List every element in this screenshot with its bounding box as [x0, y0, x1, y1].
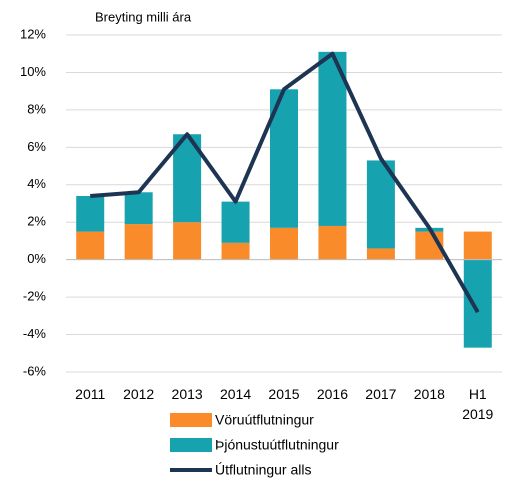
y-tick-label: 4%	[27, 176, 46, 191]
y-tick-label: 12%	[20, 26, 46, 41]
y-tick-label: -6%	[23, 363, 47, 378]
y-tick-label: 8%	[27, 101, 46, 116]
y-tick-label: 0%	[27, 251, 46, 266]
bar	[124, 192, 153, 225]
legend-swatch	[170, 438, 212, 452]
y-tick-label: 2%	[27, 214, 46, 229]
bar	[173, 222, 202, 260]
x-tick-label: 2014	[219, 386, 252, 402]
legend-swatch	[170, 413, 212, 427]
bar	[124, 224, 153, 260]
x-tick-label: 2018	[413, 386, 445, 402]
bar	[76, 196, 105, 232]
x-tick-label: 2011	[75, 386, 106, 402]
x-tick-label: 2015	[268, 386, 300, 402]
x-tick-label: 2013	[171, 386, 203, 402]
bar	[463, 231, 492, 260]
bar	[463, 259, 492, 348]
bar	[76, 231, 105, 260]
bar	[221, 242, 250, 260]
axis-label: Breyting milli ára	[95, 9, 192, 24]
legend-label: Vöruútflutningur	[215, 412, 314, 428]
x-tick-label: 2016	[316, 386, 349, 402]
legend-label: Þjónustuútflutningur	[215, 437, 339, 453]
x-tick-label: 2017	[365, 386, 397, 402]
y-tick-label: 10%	[20, 64, 46, 79]
x-tick-label: 2012	[123, 386, 155, 402]
line	[90, 51, 480, 314]
bar	[221, 201, 250, 243]
legend-label: Útflutningur alls	[215, 462, 312, 478]
bar	[318, 51, 347, 226]
y-tick-label: -4%	[23, 326, 47, 341]
bar	[270, 227, 298, 260]
bar	[366, 248, 395, 260]
bar	[318, 225, 347, 260]
y-tick-label: -2%	[23, 289, 47, 304]
y-tick-label: 6%	[27, 139, 46, 154]
x-tick-label: H1 2019	[462, 386, 494, 422]
